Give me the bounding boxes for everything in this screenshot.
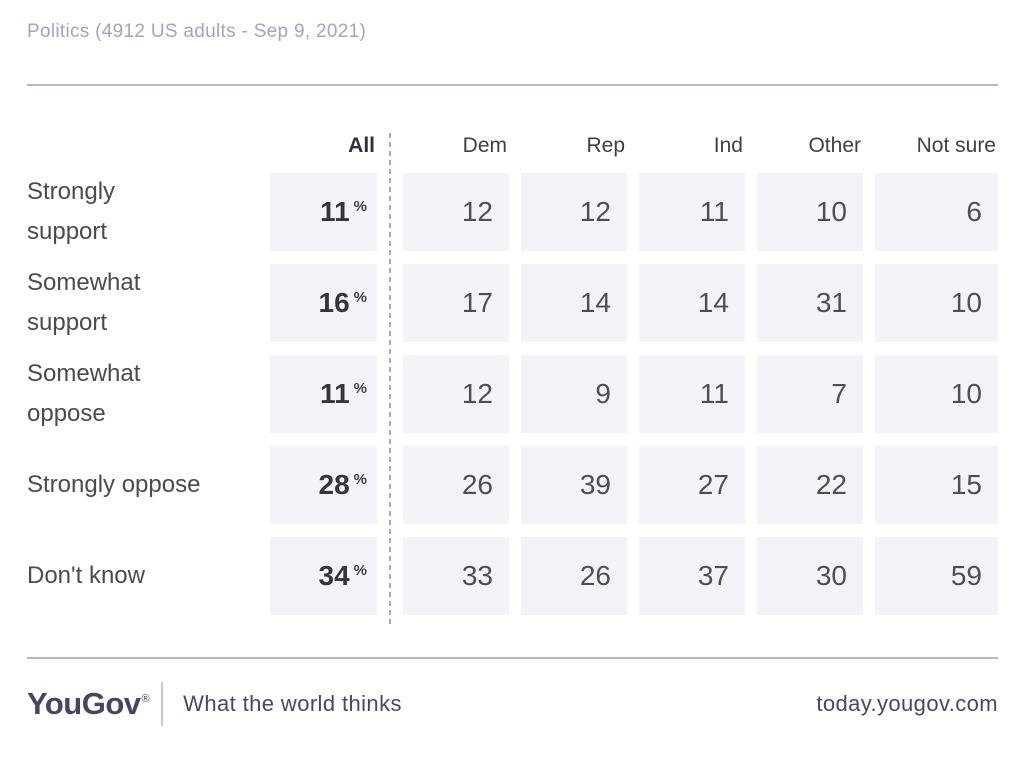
cell-value: 11 [699,378,729,409]
cell-value: 17 [461,287,493,318]
cell-ind: 37 [639,537,745,615]
cell-other: 10 [757,173,863,251]
footer: YouGov® What the world thinks today.youg… [27,659,998,749]
cell-value: 39 [579,469,611,500]
row-label-somewhat-support: Somewhat support [27,269,141,336]
cell-other: 7 [757,355,863,433]
row-label-strongly-support: Strongly support [27,178,116,245]
cell-value: 30 [815,560,847,591]
all-value: 11 [320,378,350,409]
cell-value: 9 [595,378,611,409]
cell-dem: 26 [403,446,509,524]
cell-value: 22 [815,469,847,500]
percent-sign: % [353,470,367,488]
cell-all: 11% [270,355,377,433]
row-label-somewhat-oppose: Somewhat oppose [27,360,141,427]
column-header-other: Other [808,134,861,157]
footer-vertical-separator [161,682,164,726]
cell-value: 15 [950,469,982,500]
yougov-logo-text: YouGov [27,686,141,721]
registered-trademark-icon: ® [141,693,150,705]
cell-value: 7 [831,378,847,409]
cell-dem: 12 [403,173,509,251]
cell-other: 30 [757,537,863,615]
cell-value: 59 [950,560,982,591]
percent-sign: % [353,379,367,397]
cell-notsure: 15 [875,446,998,524]
cell-value: 10 [815,196,847,227]
cell-value: 14 [697,287,729,318]
cell-value: 12 [579,196,611,227]
cell-value: 37 [697,560,729,591]
footer-tagline: What the world thinks [183,691,402,716]
cell-value: 26 [461,469,493,500]
footer-divider [27,657,998,659]
column-header-ind: Ind [713,134,743,157]
cell-ind: 11 [639,173,745,251]
all-value: 34 [318,560,350,591]
all-value: 11 [320,196,350,227]
cell-value: 27 [697,469,729,500]
column-header-rep: Rep [586,134,625,157]
cell-value: 33 [461,560,493,591]
cell-value: 6 [966,196,982,227]
cell-all: 34% [270,537,377,615]
cell-dem: 17 [403,264,509,342]
cell-value: 12 [461,196,493,227]
cell-dem: 33 [403,537,509,615]
cell-dem: 12 [403,355,509,433]
all-value: 28 [318,469,350,500]
yougov-logo: YouGov® [27,686,150,722]
cell-ind: 14 [639,264,745,342]
cell-notsure: 6 [875,173,998,251]
cell-rep: 39 [521,446,627,524]
cell-rep: 9 [521,355,627,433]
cell-ind: 11 [639,355,745,433]
percent-sign: % [353,197,367,215]
column-header-all: All [348,134,375,157]
top-divider [27,84,998,86]
cell-value: 31 [815,287,847,318]
cell-notsure: 10 [875,264,998,342]
page-title: Politics (4912 US adults - Sep 9, 2021) [27,21,367,42]
percent-sign: % [353,288,367,306]
column-header-notsure: Not sure [916,134,996,157]
footer-url: today.yougov.com [816,691,998,716]
row-label-dont-know: Don't know [27,562,145,589]
all-column-dashed-divider [389,133,391,625]
cell-rep: 12 [521,173,627,251]
cell-all: 16% [270,264,377,342]
cell-rep: 26 [521,537,627,615]
cell-all: 28% [270,446,377,524]
table-corner-spacer [27,120,258,160]
cell-rep: 14 [521,264,627,342]
cell-other: 22 [757,446,863,524]
cell-all: 11% [270,173,377,251]
cell-other: 31 [757,264,863,342]
all-value: 16 [318,287,350,318]
row-label-strongly-oppose: Strongly oppose [27,471,201,498]
cell-ind: 27 [639,446,745,524]
percent-sign: % [353,561,367,579]
cell-value: 10 [950,378,982,409]
column-header-dem: Dem [462,134,507,157]
cell-value: 11 [699,196,729,227]
cell-notsure: 59 [875,537,998,615]
cell-value: 14 [579,287,611,318]
cell-notsure: 10 [875,355,998,433]
results-table: All Dem Rep Ind Other Not sure Strongly … [27,120,998,625]
cell-value: 12 [461,378,493,409]
cell-value: 26 [579,560,611,591]
cell-value: 10 [950,287,982,318]
